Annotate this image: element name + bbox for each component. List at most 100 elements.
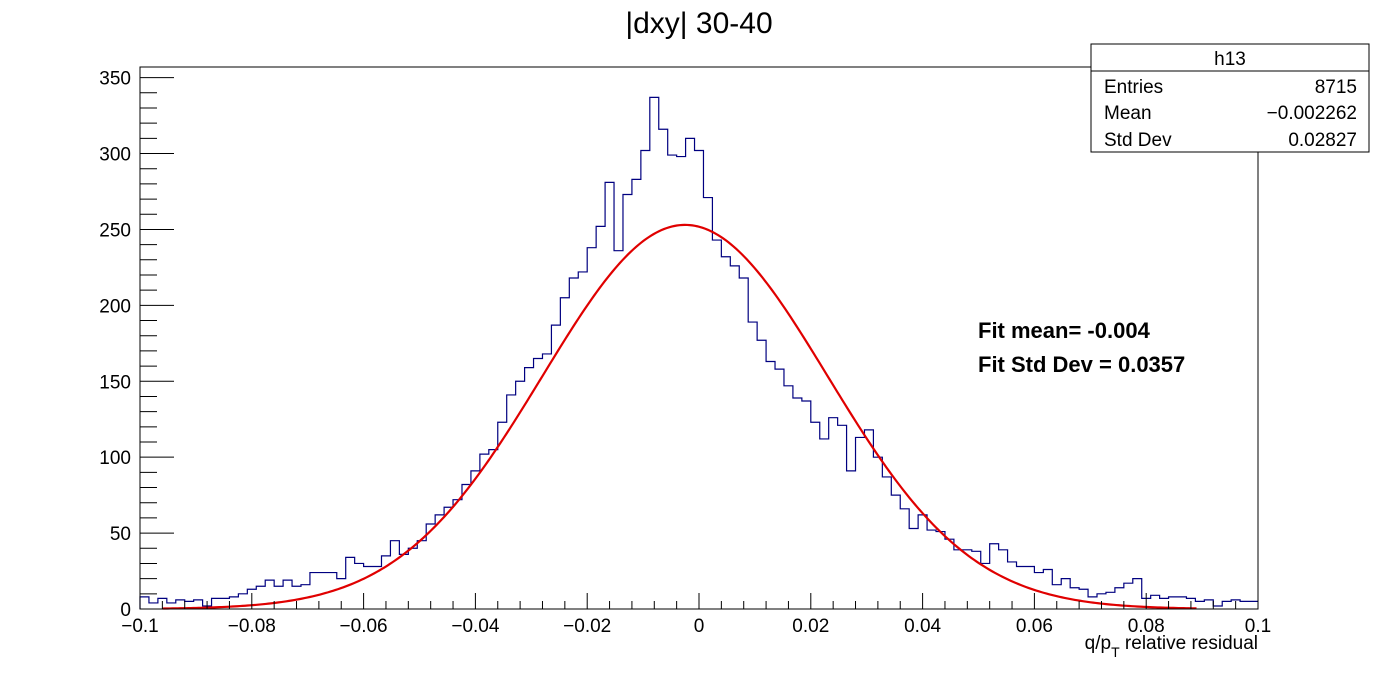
histogram-bin (1249, 601, 1258, 609)
histogram-bin (435, 515, 444, 609)
histogram-bin (310, 573, 319, 609)
y-tick-label: 0 (120, 600, 131, 621)
y-tick-label: 250 (99, 220, 131, 241)
histogram-bin (963, 550, 972, 609)
histogram-bin (471, 471, 480, 609)
histogram-bin (1204, 600, 1213, 609)
histogram-bin (757, 340, 766, 609)
x-tick-label: 0.06 (1016, 616, 1053, 637)
histogram-bin (712, 240, 721, 609)
y-tick-label: 200 (99, 296, 131, 317)
histogram-bin (1061, 579, 1070, 609)
histogram-bin (739, 278, 748, 609)
histogram-bin (900, 509, 909, 609)
y-tick-label: 300 (99, 145, 131, 166)
histogram-bin (775, 369, 784, 609)
stats-mean-value: −0.002262 (1267, 103, 1357, 124)
histogram-bin (873, 457, 882, 609)
histogram-bin (462, 485, 471, 609)
histogram-bin (1195, 601, 1204, 609)
histogram-bin (444, 507, 453, 609)
stats-histogram-name: h13 (1214, 49, 1246, 70)
y-tick-label: 150 (99, 372, 131, 393)
histogram-bin (641, 151, 650, 609)
histogram-bin (686, 138, 695, 609)
fit-mean-annotation: Fit mean= -0.004 (978, 318, 1151, 343)
x-tick-label: 0 (694, 616, 705, 637)
histogram-bin (274, 586, 283, 609)
histogram-bin (990, 544, 999, 609)
histogram-bin (811, 422, 820, 609)
histogram-bin (820, 439, 829, 609)
histogram-bin (426, 524, 435, 609)
histogram-bin (1079, 589, 1088, 609)
histogram-bin (1106, 592, 1115, 609)
histogram-bin (399, 554, 408, 609)
histogram-bin (1222, 601, 1231, 609)
histogram-bin (578, 272, 587, 609)
histogram-bin (909, 529, 918, 609)
histogram-bin (140, 597, 149, 609)
histogram-bin (945, 539, 954, 609)
x-tick-label: 0.1 (1245, 616, 1271, 637)
histogram-series (139, 96, 1258, 609)
histogram-bin (1043, 570, 1052, 609)
histogram-bin (703, 198, 712, 609)
histogram-bin (721, 257, 730, 609)
x-tick-label: −0.1 (121, 616, 159, 637)
histogram-bin (856, 437, 865, 609)
histogram-bin (847, 471, 856, 609)
x-tick-label: −0.06 (340, 616, 388, 637)
x-tick-label: −0.04 (451, 616, 500, 637)
histogram-bin (695, 151, 704, 609)
histogram-bin (453, 500, 462, 609)
histogram-outline (139, 96, 1258, 609)
stats-stddev-label: Std Dev (1104, 130, 1172, 151)
histogram-bin (1240, 601, 1249, 609)
histogram-bin (542, 354, 551, 609)
histogram-bin (364, 566, 373, 609)
histogram-bin (829, 418, 838, 609)
histogram-bin (390, 541, 399, 609)
histogram-bin (498, 422, 507, 609)
x-axis-label: q/pT relative residual (1085, 633, 1258, 660)
histogram-bin (668, 155, 677, 609)
histogram-bin (319, 573, 328, 609)
histogram-bin (730, 266, 739, 609)
histogram-bin (551, 325, 560, 609)
histogram-bin (1133, 579, 1142, 609)
chart-title: |dxy| 30-40 (625, 7, 772, 40)
histogram-bin (534, 358, 543, 609)
stats-entries-value: 8715 (1315, 77, 1357, 98)
y-tick-label: 50 (110, 524, 131, 545)
histogram-bin (149, 603, 158, 609)
histogram-bin (838, 425, 847, 609)
histogram-bin (408, 548, 417, 609)
fit-stddev-annotation: Fit Std Dev = 0.0357 (978, 352, 1185, 377)
x-tick-label: 0.08 (1128, 616, 1165, 637)
histogram-bin (793, 398, 802, 609)
histogram-bin (283, 580, 292, 609)
histogram-bin (954, 550, 963, 609)
stats-entries-label: Entries (1104, 77, 1163, 98)
histogram-bin (650, 97, 659, 609)
gaussian-fit-curve (162, 223, 1197, 610)
histogram-bin (355, 563, 364, 609)
x-tick-label: 0.02 (792, 616, 829, 637)
histogram-bin (489, 450, 498, 609)
histogram-bin (614, 251, 623, 609)
histogram-bin (882, 477, 891, 609)
histogram-bin (784, 386, 793, 609)
x-tick-label: −0.02 (563, 616, 611, 637)
x-tick-label: 0.04 (904, 616, 941, 637)
histogram-bin (1017, 566, 1026, 609)
x-tick-label: −0.08 (228, 616, 276, 637)
histogram-bin (802, 401, 811, 609)
histogram-bin (417, 541, 426, 609)
stats-mean-label: Mean (1104, 103, 1152, 124)
histogram-bin (659, 129, 668, 609)
histogram-bin (864, 430, 873, 609)
histogram-bin (605, 182, 614, 609)
histogram-bin (480, 454, 489, 609)
